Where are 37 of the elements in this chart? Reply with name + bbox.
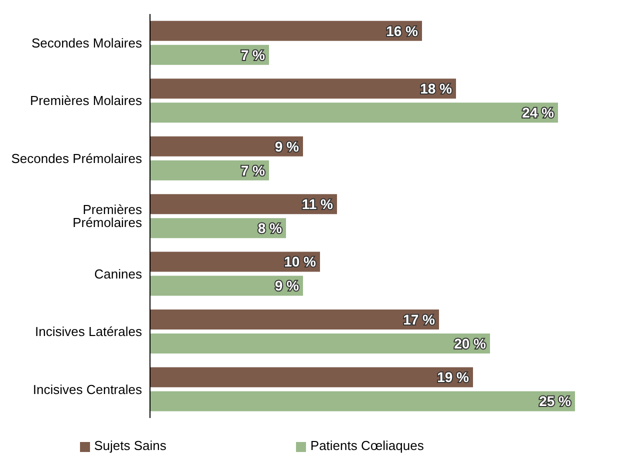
bar [150,252,320,272]
bar [150,309,439,330]
data-label: 7 % [240,46,266,63]
legend-label: Sujets Sains [94,438,166,453]
y-tick-label: Secondes Prémolaires [11,150,142,166]
bar [150,160,269,180]
data-label: 9 % [274,138,300,154]
y-tick-label: Premières Molaires [30,93,142,108]
y-tick-label: Incisives Centrales [32,382,142,397]
bar [150,78,456,99]
bar [150,391,575,412]
y-tick-label: Premières Prémolaires [72,202,142,230]
data-label: 24 % [522,104,555,121]
data-label: 19 % [437,369,470,386]
data-label: 16 % [386,22,419,39]
data-label: 11 % [302,196,334,212]
bar [150,276,303,296]
data-label: 9 % [274,278,300,294]
bar [150,367,473,388]
bar [150,102,558,123]
bar [150,218,286,238]
y-tick-label: Incisives Latérales [35,324,142,340]
data-label: 25 % [539,393,572,410]
data-label: 8 % [258,220,283,236]
bar [150,136,303,156]
bar [150,194,337,214]
data-label: 17 % [403,311,436,328]
data-label: 18 % [420,80,453,97]
bar [150,333,490,354]
legend-label: Patients Cœliaques [310,438,424,453]
y-tick-label: Canines [94,266,142,282]
bar [150,44,269,65]
bar [150,20,422,41]
data-label: 20 % [454,335,487,352]
data-label: 7 % [240,162,266,178]
data-label: 10 % [284,254,317,270]
y-tick-label: Secondes Molaires [31,35,142,50]
